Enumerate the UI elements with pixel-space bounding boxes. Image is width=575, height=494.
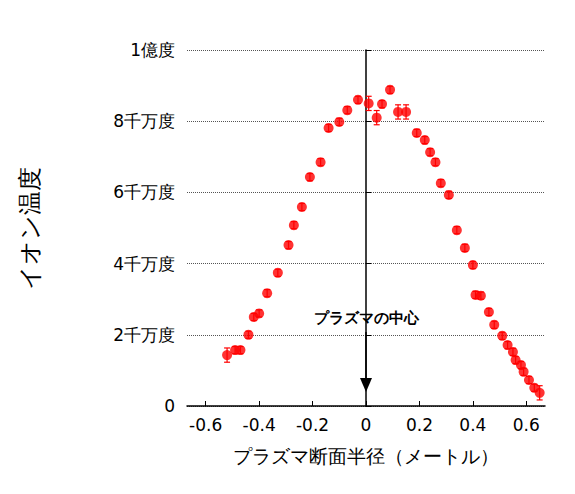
svg-text:-0.2: -0.2	[296, 415, 329, 435]
svg-text:0: 0	[361, 415, 372, 435]
svg-text:0: 0	[164, 396, 175, 416]
svg-text:0.4: 0.4	[459, 415, 486, 435]
svg-text:4千万度: 4千万度	[113, 254, 175, 274]
svg-text:8千万度: 8千万度	[113, 111, 175, 131]
svg-text:1億度: 1億度	[130, 40, 175, 60]
svg-text:イオン温度: イオン温度	[16, 167, 44, 290]
svg-text:6千万度: 6千万度	[113, 182, 175, 202]
svg-text:-0.4: -0.4	[243, 415, 276, 435]
svg-text:2千万度: 2千万度	[113, 325, 175, 345]
svg-text:プラズマ断面半径（メートル）: プラズマ断面半径（メートル）	[233, 445, 499, 467]
svg-text:0.6: 0.6	[513, 415, 540, 435]
svg-text:プラズマの中心: プラズマの中心	[314, 309, 420, 327]
svg-text:0.2: 0.2	[406, 415, 433, 435]
svg-text:-0.6: -0.6	[189, 415, 222, 435]
